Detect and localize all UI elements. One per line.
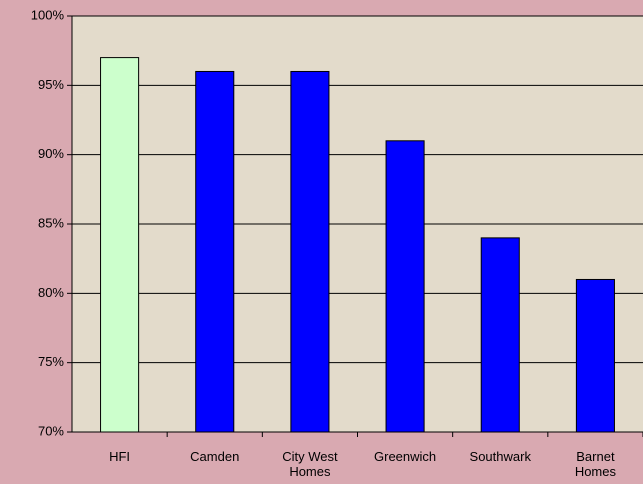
x-tick-label: Barnet Homes [574,449,616,479]
bar [480,237,520,433]
x-tick-label: City West Homes [282,449,338,479]
x-tick-label: Camden [190,449,240,464]
bar [195,70,235,433]
y-tick-label: 80% [38,285,64,300]
bar [575,278,615,433]
bar [290,70,330,433]
bar [100,57,140,433]
bar [385,140,425,433]
x-tick-label: HFI [109,449,131,464]
x-tick-label: Greenwich [374,449,437,464]
y-tick-label: 70% [38,423,64,438]
y-tick-label: 85% [38,215,64,230]
y-tick-label: 95% [38,77,64,92]
x-tick-label: Southwark [469,449,531,464]
y-tick-label: 100% [31,7,65,22]
y-tick-label: 90% [38,146,64,161]
y-tick-label: 75% [38,354,64,369]
